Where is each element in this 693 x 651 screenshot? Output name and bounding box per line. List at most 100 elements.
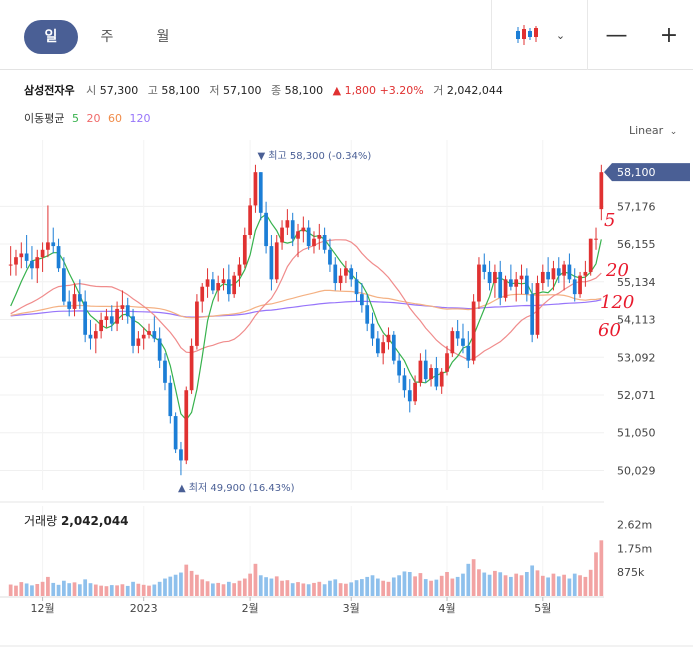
- volume-bar: [226, 581, 231, 596]
- volume-bar: [200, 579, 205, 596]
- volume-bar: [115, 585, 119, 596]
- candle-body: [493, 271, 497, 284]
- volume-bar: [439, 575, 444, 596]
- volume-bar: [274, 576, 279, 596]
- ma20-line: [10, 239, 602, 361]
- candle-body: [296, 231, 300, 239]
- open-value: 57,300: [99, 84, 139, 97]
- handwritten-note: 5: [604, 210, 615, 231]
- tab-monthly[interactable]: 월: [156, 29, 170, 45]
- candle-body: [306, 227, 311, 247]
- candle-body: [115, 308, 119, 324]
- volume-bar: [397, 575, 401, 596]
- candle-body: [572, 279, 577, 295]
- scale-toggle[interactable]: Linear ⌄: [629, 124, 677, 137]
- zoom-in-button[interactable]: +: [659, 22, 679, 48]
- volume-bar: [51, 582, 56, 596]
- y-tick-label: 53,092: [617, 351, 656, 364]
- candle-body: [35, 257, 40, 269]
- candle-body: [131, 316, 135, 346]
- candle-body: [535, 283, 540, 335]
- candle-body: [439, 371, 444, 387]
- volume-bar: [546, 577, 550, 596]
- volume-bar: [333, 579, 338, 596]
- candle-body: [482, 264, 487, 272]
- candle-body: [381, 342, 386, 354]
- candle-body: [402, 375, 407, 391]
- volume-bar: [540, 575, 545, 596]
- volume-bar: [109, 585, 114, 596]
- volume-bar: [125, 585, 130, 596]
- volume-bar: [179, 572, 183, 596]
- volume-bar: [466, 563, 471, 596]
- close-label: 종: [270, 84, 282, 97]
- candle-body: [72, 294, 77, 309]
- candle-body: [8, 264, 13, 266]
- candle-body: [423, 360, 428, 380]
- volume-bar: [402, 571, 407, 596]
- chevron-down-icon: ⌄: [555, 28, 566, 42]
- y-tick-label: 50,029: [617, 464, 656, 477]
- volume-bar: [530, 565, 535, 596]
- candle-body: [551, 268, 556, 280]
- volume-bar: [556, 576, 561, 596]
- volume-header-label: 거래량: [24, 514, 58, 528]
- volume-bar: [141, 584, 146, 596]
- candle-body: [30, 260, 34, 269]
- volume-bar: [349, 582, 354, 596]
- ma-60[interactable]: 60: [107, 112, 122, 125]
- ma-120[interactable]: 120: [129, 112, 151, 125]
- ma-20[interactable]: 20: [86, 112, 101, 125]
- current-price-tag: [604, 163, 690, 182]
- candle-body: [83, 301, 88, 335]
- volume-bar: [381, 580, 386, 596]
- candle-body: [62, 268, 66, 302]
- candle-body: [477, 264, 481, 302]
- candle-body: [391, 334, 396, 361]
- tab-daily[interactable]: 일: [24, 20, 78, 54]
- candle-body: [312, 238, 316, 247]
- volume-bar: [519, 575, 524, 596]
- current-price-label: 58,100: [617, 166, 656, 179]
- chart-type-dropdown[interactable]: ⌄: [491, 0, 587, 70]
- candle-body: [40, 249, 45, 258]
- candle-body: [232, 275, 237, 295]
- volume-bar: [583, 576, 588, 596]
- candle-body: [168, 382, 173, 417]
- x-tick-label: 2월: [242, 602, 259, 615]
- volume-header: 거래량 2,042,044: [24, 512, 129, 529]
- close-value: 58,100: [284, 84, 324, 97]
- volume-bar: [99, 585, 103, 596]
- candle-body: [583, 271, 588, 276]
- y-tick-label: 52,071: [617, 389, 656, 402]
- low-annotation: ▲ 최저 49,900 (16.43%): [178, 482, 295, 494]
- volume-bar: [280, 580, 284, 596]
- y-tick-label: 54,113: [617, 314, 656, 327]
- candle-body: [344, 268, 348, 276]
- tab-weekly[interactable]: 주: [100, 29, 114, 45]
- candle-body: [285, 220, 290, 228]
- candle-body: [184, 390, 189, 461]
- volume-tick-label: 2.62m: [617, 519, 652, 532]
- volume-bar: [40, 581, 45, 596]
- volume-bar: [567, 578, 572, 596]
- ma-5[interactable]: 5: [71, 112, 79, 125]
- candle-body: [14, 257, 18, 265]
- volume-bar: [189, 570, 194, 596]
- zoom-out-button[interactable]: —: [587, 0, 645, 70]
- volume-bar: [195, 574, 199, 596]
- candle-body: [179, 449, 183, 461]
- candle-body: [594, 238, 598, 240]
- x-tick-label: 5월: [534, 602, 551, 615]
- candle-body: [120, 305, 125, 309]
- candle-body: [524, 275, 529, 295]
- handwritten-note: 20: [605, 260, 629, 281]
- volume-bar: [157, 581, 162, 596]
- volume-bar: [354, 580, 359, 596]
- candle-body: [487, 271, 492, 284]
- ma5-line: [10, 213, 602, 421]
- volume-bar: [407, 572, 412, 596]
- candle-body: [365, 305, 370, 324]
- volume-bar: [296, 582, 300, 596]
